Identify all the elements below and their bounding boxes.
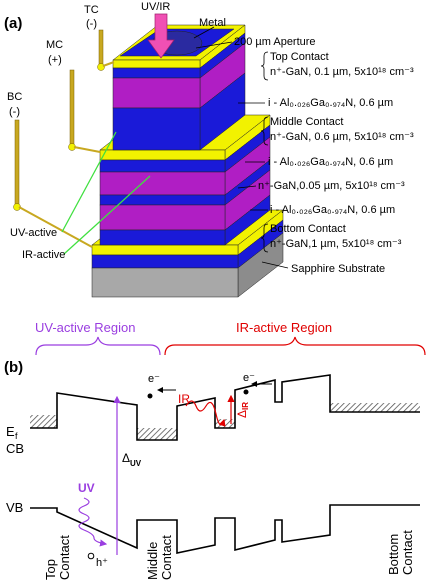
aperture-label: 200 µm Aperture [234, 36, 316, 48]
ir-label: IR [178, 392, 190, 406]
panel-label: (a) [4, 15, 22, 32]
uv-region-brace [36, 337, 160, 355]
layer-title: Top Contact [270, 51, 329, 63]
metal-label: Metal [199, 17, 226, 29]
layer-spec: n⁺-GaN, 0.1 µm, 5x10¹⁸ cm⁻³ [270, 66, 414, 78]
delta-ir-sub: IR [241, 402, 250, 410]
layer-spec: i - Al₀.₀₂₆Ga₀.₉₇₄N, 0.6 µm [268, 97, 393, 109]
contact-name: TC [84, 4, 99, 16]
delta-ir: Δ [235, 410, 249, 418]
contact-label: Top [43, 559, 58, 580]
contact-polarity: (+) [48, 54, 62, 66]
page: { "panel_a": { "label": "(a)", "light_la… [0, 0, 448, 581]
light-label: UV/IR [141, 1, 170, 13]
ir-active-label: IR-active [22, 249, 65, 261]
contact-label: Bottom [386, 534, 401, 575]
device-schematic [92, 25, 283, 297]
electron-label: e⁻ [148, 373, 160, 385]
layer-spec: i - Al₀.₀₂₆Ga₀.₉₇₄N, 0.6 µm [270, 204, 395, 216]
contact-pins [14, 30, 115, 247]
contact-name: MC [46, 39, 63, 51]
contact-label: Middle [145, 542, 160, 580]
electron-label: e⁻ [243, 372, 255, 384]
contact-label: Contact [159, 535, 174, 580]
layer-spec: n⁺-GaN,0.05 µm, 5x10¹⁸ cm⁻³ [258, 180, 405, 192]
contact-label: Contact [57, 535, 72, 580]
figure: (a) UV/IR Metal 200 µm Aperture TC (-) M… [0, 0, 448, 581]
ir-region-brace [165, 337, 425, 355]
layer-spec: i - Al₀.₀₂₆Ga₀.₉₇₄N, 0.6 µm [268, 156, 393, 168]
band-diagram [30, 375, 420, 559]
layer-spec: n⁺-GaN,1 µm, 5x10¹⁸ cm⁻³ [270, 238, 402, 250]
layer-spec: n⁺-GaN, 0.6 µm, 5x10¹⁸ cm⁻³ [270, 131, 414, 143]
layer-title: Bottom Contact [270, 223, 346, 235]
delta-uv: Δ [122, 451, 130, 465]
fermi-label: E [6, 424, 15, 439]
uv-label: UV [78, 481, 95, 495]
contact-label: Contact [400, 530, 415, 575]
panel-label: (b) [4, 359, 23, 376]
fermi-sub: f [15, 431, 18, 441]
uv-active-label: UV-active [10, 227, 57, 239]
hole-label: h⁺ [96, 557, 108, 569]
layer-title: Middle Contact [270, 116, 343, 128]
delta-uv-sub: UV [130, 459, 142, 468]
contact-polarity: (-) [9, 106, 20, 118]
vb-label: VB [6, 500, 23, 515]
ir-region-label: IR-active Region [236, 320, 332, 335]
uv-region-label: UV-active Region [35, 320, 135, 335]
cb-label: CB [6, 441, 24, 456]
substrate-label: Sapphire Substrate [291, 263, 385, 275]
contact-polarity: (-) [86, 18, 97, 30]
contact-name: BC [7, 91, 22, 103]
